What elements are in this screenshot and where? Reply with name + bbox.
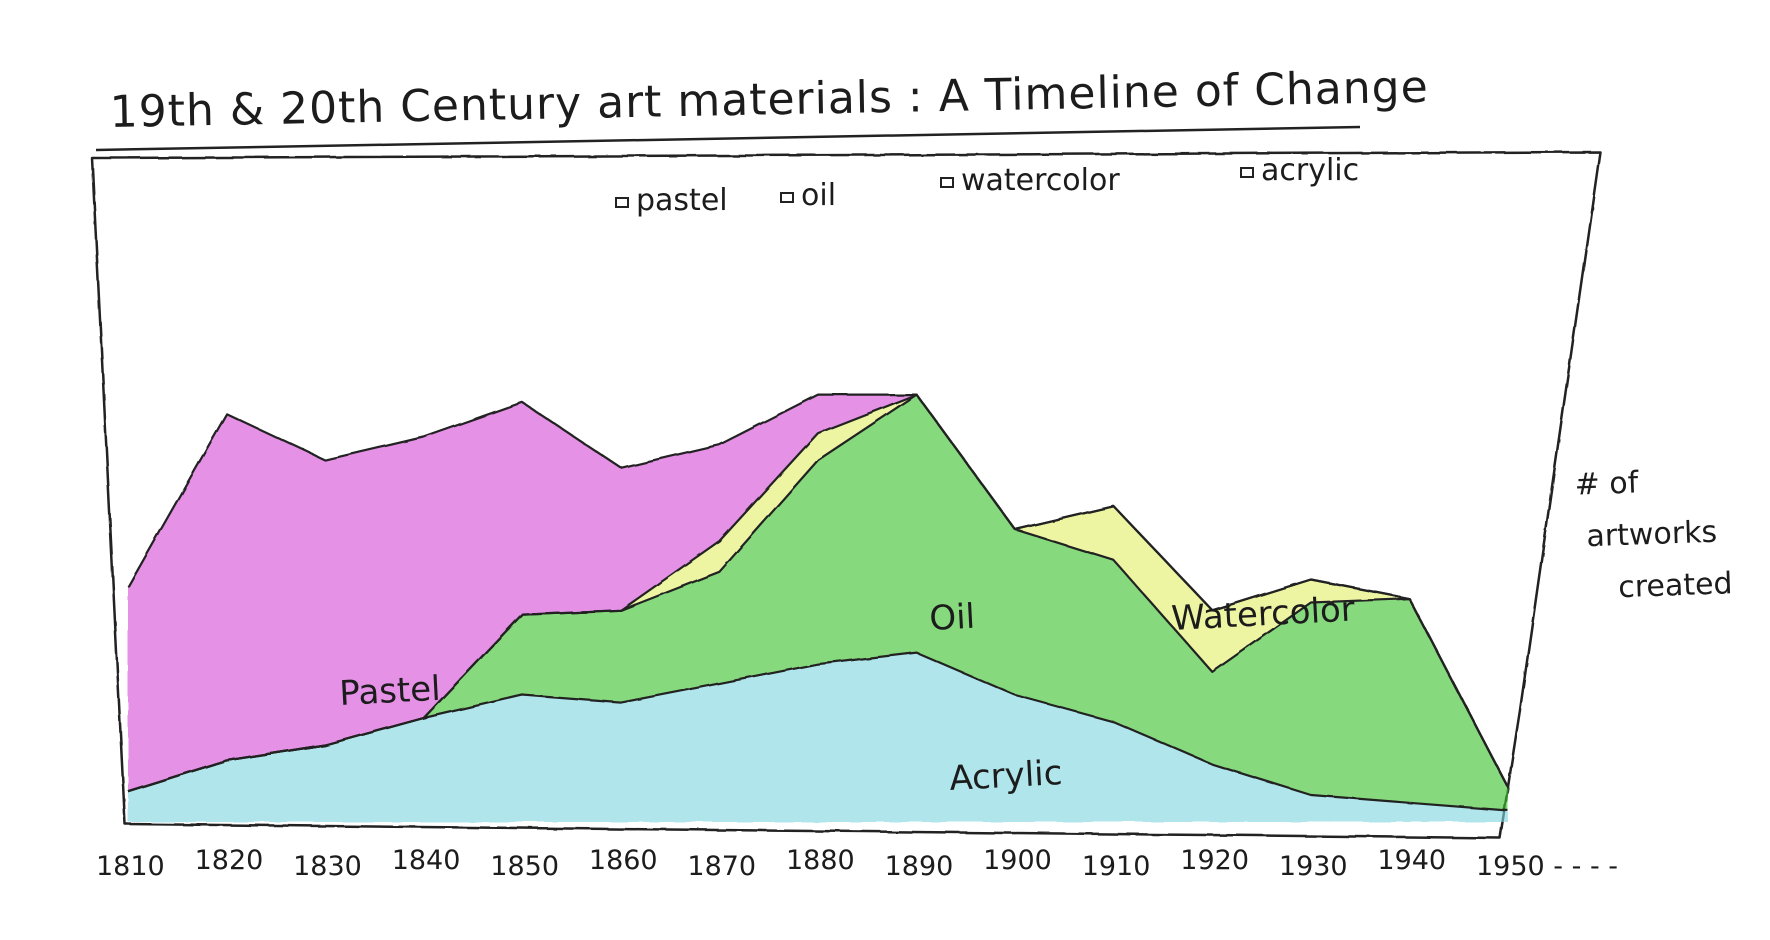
x-tick-label: 1870	[687, 851, 756, 882]
x-tick-label: 1890	[885, 851, 954, 882]
legend-item-oil: oil	[780, 178, 836, 213]
area-label-oil: Oil	[928, 597, 976, 639]
legend-item-watercolor: watercolor	[940, 163, 1120, 198]
x-tick-label: 1900	[983, 845, 1052, 876]
x-tick-label: 1920	[1180, 845, 1249, 876]
x-tick-label: 1940	[1377, 845, 1446, 876]
legend-swatch-oil	[780, 192, 794, 203]
legend-label-watercolor: watercolor	[961, 163, 1120, 198]
x-tick-label: 1850	[490, 851, 559, 882]
area-outline-layer	[127, 393, 1509, 812]
series-line-pastel	[127, 393, 1509, 788]
legend-label-pastel: pastel	[636, 183, 728, 218]
x-tick-label: 1840	[392, 845, 461, 876]
area-oil	[128, 394, 1508, 811]
y-axis-label-text: # ofartworkscreated	[1574, 462, 1733, 606]
legend-item-acrylic: acrylic	[1240, 153, 1359, 188]
x-tick-label: 1810	[96, 851, 165, 882]
title-underline	[95, 125, 1361, 152]
area-label-watercolor: Watercolor	[1170, 589, 1355, 639]
area-label-acrylic: Acrylic	[948, 753, 1063, 799]
x-tick-label: 1830	[293, 851, 362, 882]
legend-item-pastel: pastel	[615, 183, 728, 218]
legend-label-oil: oil	[801, 178, 836, 213]
y-axis-label: # ofartworkscreated	[1574, 462, 1733, 606]
x-tick-label: 1950 - - - -	[1476, 851, 1618, 882]
x-tick-label: 1880	[786, 845, 855, 876]
legend-swatch-acrylic	[1240, 167, 1254, 178]
x-tick-label: 1820	[195, 845, 264, 876]
x-tick-label: 1930	[1279, 851, 1348, 882]
x-tick-label: 1860	[589, 845, 658, 876]
area-pastel	[128, 394, 1508, 792]
area-layer	[128, 394, 1508, 822]
legend-swatch-pastel	[615, 197, 629, 208]
chart-legend: pastel oil watercolor acrylic	[615, 153, 1359, 218]
x-tick-label: 1910	[1082, 851, 1151, 882]
chart-title: 19th & 20th Century art materials : A Ti…	[109, 62, 1429, 138]
x-axis-tick-labels: 1810 1820 1830 1840 1850 1860 1870 1880 1890 1900…	[96, 845, 1618, 882]
plot-frame	[90, 150, 1602, 840]
area-label-pastel: Pastel	[338, 669, 441, 714]
legend-swatch-watercolor	[940, 177, 954, 188]
legend-label-acrylic: acrylic	[1261, 153, 1359, 188]
area-acrylic	[128, 652, 1508, 822]
area-labels: Pastel Oil Watercolor Acrylic	[338, 589, 1355, 799]
